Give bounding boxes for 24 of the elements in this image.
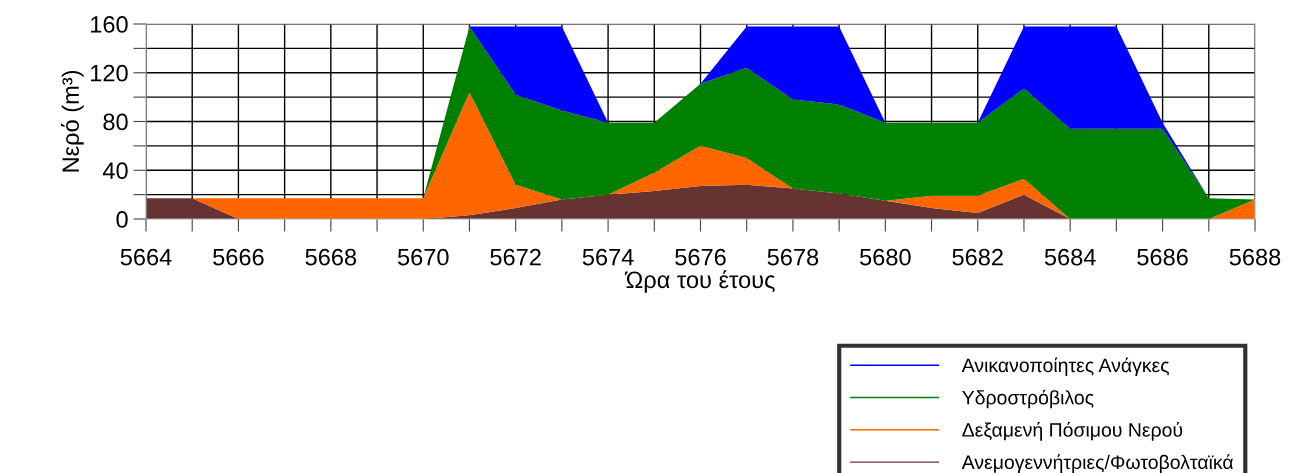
x-tick-label: 5670 <box>397 248 449 266</box>
legend-label: Ανεμογεννήτριες/Φωτοβολταϊκά <box>961 454 1234 473</box>
y-axis-title: Νερό (m³) <box>61 70 84 172</box>
y-tick-label: 80 <box>103 113 128 131</box>
x-axis-title: Ώρα του έτους <box>624 270 775 293</box>
x-tick-label: 5684 <box>1044 248 1096 266</box>
x-tick-label: 5686 <box>1137 248 1188 266</box>
x-tick-label: 5678 <box>767 248 819 266</box>
y-tick-label: 0 <box>116 211 128 228</box>
legend-label: Υδροστρόβιλος <box>962 389 1094 409</box>
y-tick-label: 120 <box>91 64 128 82</box>
x-tick-label: 5674 <box>582 248 634 266</box>
y-tick-label: 160 <box>91 16 128 33</box>
x-tick-label: 5664 <box>120 248 172 266</box>
x-tick-label: 5676 <box>675 248 726 266</box>
y-tick-label: 40 <box>102 162 128 180</box>
x-tick-label: 5666 <box>213 248 264 266</box>
x-tick-label: 5688 <box>1229 248 1281 266</box>
x-tick-label: 5672 <box>490 248 541 266</box>
legend-label: Ανικανοποίητες Ανάγκες <box>961 357 1170 377</box>
x-tick-label: 5680 <box>860 248 911 266</box>
x-tick-label: 5668 <box>305 248 357 266</box>
x-tick-label: 5682 <box>952 248 1003 266</box>
legend-label: Δεξαμενή Πόσιμου Νερού <box>962 421 1183 441</box>
